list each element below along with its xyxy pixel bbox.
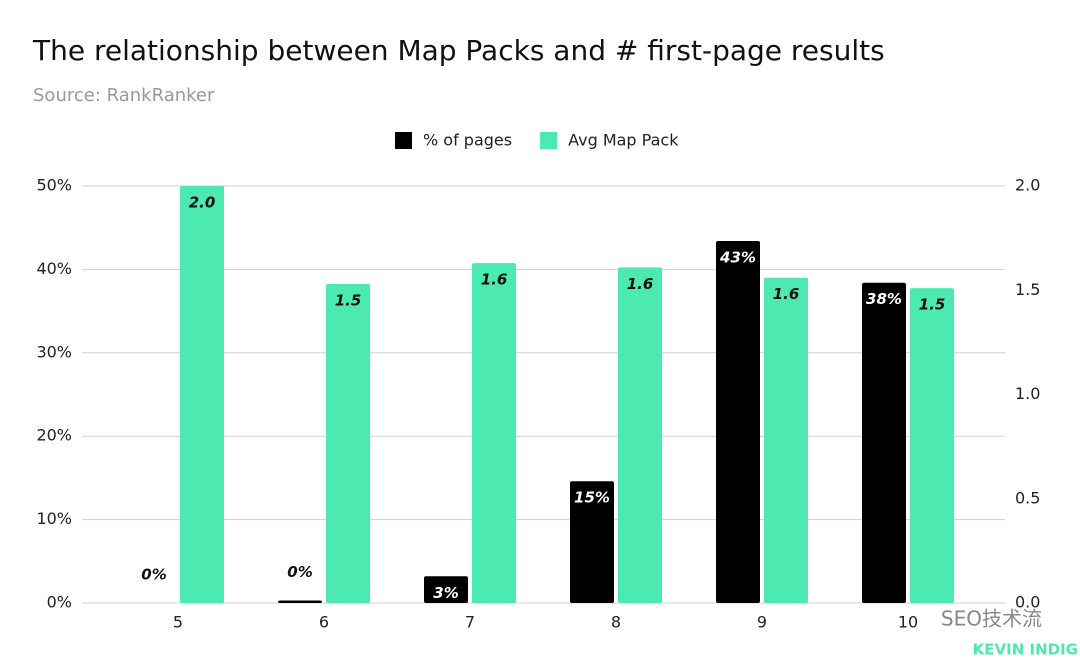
bar xyxy=(910,288,954,603)
y-tick-label: 20% xyxy=(36,426,72,445)
bar xyxy=(278,600,322,603)
chart-title: The relationship between Map Packs and #… xyxy=(32,34,885,67)
value-label: 2.0 xyxy=(189,194,216,212)
x-tick-label: 5 xyxy=(173,613,183,632)
value-label: 1.6 xyxy=(481,271,508,289)
y-tick-label: 40% xyxy=(36,259,72,278)
x-tick-label: 6 xyxy=(319,613,329,632)
bar xyxy=(764,277,808,603)
legend-label: Avg Map Pack xyxy=(568,131,679,150)
value-label: 15% xyxy=(574,489,610,507)
bar xyxy=(180,186,224,603)
value-label: 1.5 xyxy=(919,296,946,314)
x-tick-label: 8 xyxy=(611,613,621,632)
y2-tick-label: 2.0 xyxy=(1015,176,1040,195)
legend-swatch xyxy=(395,132,412,149)
value-label: 0% xyxy=(287,563,312,581)
y-tick-label: 50% xyxy=(36,176,72,195)
y-tick-label: 30% xyxy=(36,342,72,361)
y-tick-label: 10% xyxy=(36,509,72,528)
y2-tick-label: 1.5 xyxy=(1015,280,1040,299)
bar xyxy=(618,267,662,603)
y2-tick-label: 0.0 xyxy=(1015,593,1040,612)
value-label: 3% xyxy=(433,584,458,602)
bar xyxy=(326,283,370,603)
x-tick-label: 7 xyxy=(465,613,475,632)
value-label: 38% xyxy=(866,290,902,308)
bar xyxy=(716,241,760,603)
bar xyxy=(862,282,906,603)
y2-tick-label: 1.0 xyxy=(1015,384,1040,403)
x-tick-label: 10 xyxy=(898,613,918,632)
bar xyxy=(424,576,468,603)
chart-subtitle: Source: RankRanker xyxy=(33,85,215,106)
y-tick-label: 0% xyxy=(47,593,72,612)
legend-swatch xyxy=(540,132,558,149)
value-label: 1.6 xyxy=(627,275,654,293)
value-label: 43% xyxy=(719,249,756,267)
value-label: 0% xyxy=(141,566,166,584)
bar xyxy=(570,481,614,603)
watermark-channel: SEO技术流 xyxy=(941,607,1042,631)
value-label: 1.5 xyxy=(335,291,362,309)
y2-tick-label: 0.5 xyxy=(1015,488,1040,507)
legend-label: % of pages xyxy=(423,131,512,150)
value-label: 1.6 xyxy=(773,285,800,303)
x-tick-label: 9 xyxy=(757,613,767,632)
bar xyxy=(472,263,516,603)
watermark-brand: KEVIN INDIG xyxy=(973,641,1078,659)
